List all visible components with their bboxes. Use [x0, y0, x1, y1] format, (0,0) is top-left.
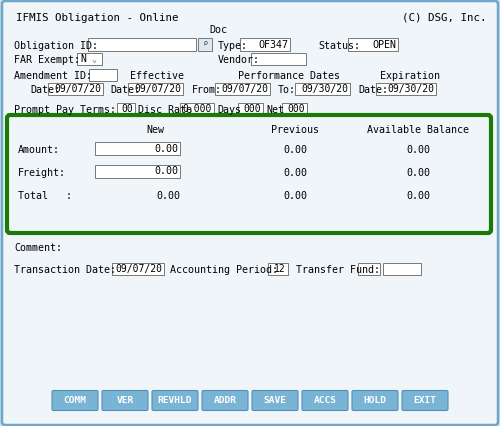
Text: EXIT: EXIT [414, 396, 436, 405]
Text: SAVE: SAVE [264, 396, 286, 405]
Bar [240, 38, 290, 51]
Text: Available Balance: Available Balance [367, 125, 469, 135]
Text: OPEN: OPEN [372, 40, 396, 49]
FancyBboxPatch shape [302, 391, 348, 411]
Text: 09/07/20: 09/07/20 [134, 84, 181, 94]
Bar [215, 83, 270, 95]
Text: Type:: Type: [218, 41, 248, 51]
Text: To:: To: [278, 85, 296, 95]
Text: 12: 12 [274, 264, 286, 274]
Bar [117, 103, 135, 115]
Text: N: N [80, 54, 86, 64]
Text: Obligation ID:: Obligation ID: [14, 41, 98, 51]
Text: Vendor:: Vendor: [218, 55, 260, 65]
Text: 0.000: 0.000 [182, 104, 212, 114]
Text: Prompt Pay Terms:: Prompt Pay Terms: [14, 105, 116, 115]
Bar [251, 53, 306, 65]
Text: 0.00: 0.00 [406, 145, 430, 155]
Text: Status:: Status: [318, 41, 360, 51]
Bar [77, 53, 102, 65]
Text: Date:: Date: [110, 85, 140, 95]
Text: ACCS: ACCS [314, 396, 336, 405]
Text: 000: 000 [244, 104, 261, 114]
Text: 0.00: 0.00 [283, 168, 307, 178]
Text: 0.00: 0.00 [283, 145, 307, 155]
Bar [295, 83, 350, 95]
Text: Amendment ID:: Amendment ID: [14, 71, 92, 81]
Bar [348, 38, 398, 51]
Text: IFMIS Obligation - Online: IFMIS Obligation - Online [16, 13, 178, 23]
FancyBboxPatch shape [252, 391, 298, 411]
Text: HOLD: HOLD [364, 396, 386, 405]
Text: New: New [146, 125, 164, 135]
Text: 09/07/20: 09/07/20 [54, 84, 101, 94]
FancyBboxPatch shape [102, 391, 148, 411]
Text: 09/07/20: 09/07/20 [115, 264, 162, 274]
Text: 09/30/20: 09/30/20 [301, 84, 348, 94]
Text: 0.00: 0.00 [283, 191, 307, 201]
Bar [95, 165, 180, 178]
Text: Transaction Date:: Transaction Date: [14, 265, 116, 275]
Text: Net: Net [266, 105, 284, 115]
Text: ⌄: ⌄ [92, 55, 96, 64]
Text: 0.00: 0.00 [154, 167, 178, 176]
Bar [88, 38, 196, 51]
Text: REVHLD: REVHLD [158, 396, 192, 405]
FancyBboxPatch shape [352, 391, 398, 411]
Text: OF347: OF347 [258, 40, 288, 49]
Text: Disc Rate: Disc Rate [138, 105, 192, 115]
Bar [282, 103, 307, 115]
Text: Doc: Doc [209, 25, 227, 35]
Text: Amount:: Amount: [18, 145, 60, 155]
Bar [198, 38, 212, 51]
Text: Comment:: Comment: [14, 243, 62, 253]
Text: VER: VER [116, 396, 134, 405]
FancyBboxPatch shape [202, 391, 248, 411]
Text: Previous: Previous [271, 125, 319, 135]
FancyBboxPatch shape [152, 391, 198, 411]
Text: Date:: Date: [30, 85, 60, 95]
FancyBboxPatch shape [402, 391, 448, 411]
Text: Date:: Date: [358, 85, 388, 95]
Text: 09/30/20: 09/30/20 [387, 84, 434, 94]
Bar [128, 83, 183, 95]
Bar [95, 142, 180, 155]
Text: From:: From: [192, 85, 222, 95]
Text: Expiration: Expiration [380, 71, 440, 81]
Text: Effective: Effective [130, 71, 184, 81]
Text: Transfer Fund:: Transfer Fund: [296, 265, 380, 275]
Text: ⌕: ⌕ [202, 40, 207, 49]
Text: (C) DSG, Inc.: (C) DSG, Inc. [402, 13, 486, 23]
Bar [268, 263, 288, 275]
FancyBboxPatch shape [7, 115, 491, 233]
Bar [48, 83, 103, 95]
Bar [89, 69, 117, 81]
Text: Total   :: Total : [18, 191, 72, 201]
Bar [358, 263, 380, 275]
Text: Accounting Period:: Accounting Period: [170, 265, 278, 275]
Text: 0.00: 0.00 [406, 191, 430, 201]
Text: 0.00: 0.00 [156, 191, 180, 201]
Text: Performance Dates: Performance Dates [238, 71, 340, 81]
Text: 09/07/20: 09/07/20 [221, 84, 268, 94]
Text: 0.00: 0.00 [406, 168, 430, 178]
Bar [112, 263, 164, 275]
Text: 00: 00 [121, 104, 133, 114]
Text: 000: 000 [288, 104, 305, 114]
Bar [238, 103, 263, 115]
Text: 0.00: 0.00 [154, 144, 178, 153]
Text: FAR Exempt:: FAR Exempt: [14, 55, 80, 65]
Bar [376, 83, 436, 95]
FancyBboxPatch shape [52, 391, 98, 411]
Text: COMM: COMM [64, 396, 86, 405]
Bar [180, 103, 214, 115]
Bar [383, 263, 421, 275]
Text: ADDR: ADDR [214, 396, 236, 405]
Text: Days: Days [217, 105, 241, 115]
Text: Freight:: Freight: [18, 168, 66, 178]
